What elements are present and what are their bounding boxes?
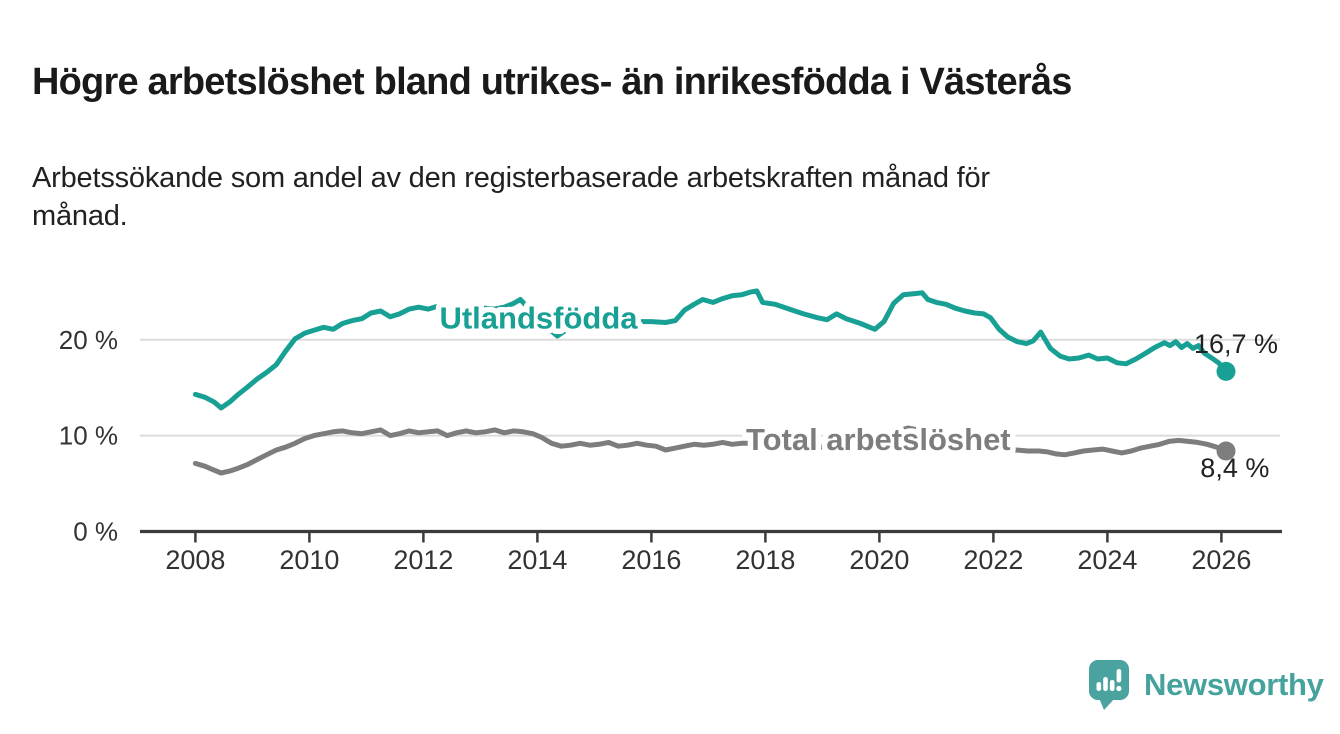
page-subtitle: Arbetssökande som andel av den registerb… [32, 162, 990, 232]
series-end-dot-1 [1216, 441, 1236, 461]
x-tick-label: 2026 [1191, 545, 1251, 575]
series-line-1 [192, 425, 1229, 476]
x-tick-label: 2022 [963, 545, 1023, 575]
newsworthy-logo-icon [1089, 660, 1129, 710]
brand-footer: Newsworthy [1086, 659, 1324, 711]
x-tick-label: 2016 [621, 545, 681, 575]
brand-name: Newsworthy [1144, 667, 1324, 702]
y-tick-label: 0 % [73, 517, 118, 547]
series-label-0: Utlandsfödda [439, 300, 638, 335]
unemployment-line-chart: 0 % 10 % 20 % 2008 2010 2012 2014 2016 2018 2020 2… [59, 288, 1282, 575]
page-title: Högre arbetslöshet bland utrikes- än inr… [32, 61, 1072, 104]
y-tick-label: 10 % [59, 421, 118, 451]
series-end-value-label-0: 16,7 % [1194, 329, 1278, 359]
y-tick-label: 20 % [59, 325, 118, 355]
series-line-0 [192, 288, 1229, 411]
x-tick-label: 2020 [849, 545, 909, 575]
x-tick-label: 2010 [279, 545, 339, 575]
series-label-1: Total arbetslöshet [746, 422, 1011, 457]
series-end-dot-0 [1216, 361, 1236, 381]
x-tick-label: 2012 [393, 545, 453, 575]
x-tick-label: 2018 [735, 545, 795, 575]
x-tick-label: 2008 [165, 545, 225, 575]
x-tick-label: 2024 [1077, 545, 1137, 575]
x-tick-label: 2014 [507, 545, 567, 575]
series-end-value-label-1: 8,4 % [1200, 453, 1269, 483]
